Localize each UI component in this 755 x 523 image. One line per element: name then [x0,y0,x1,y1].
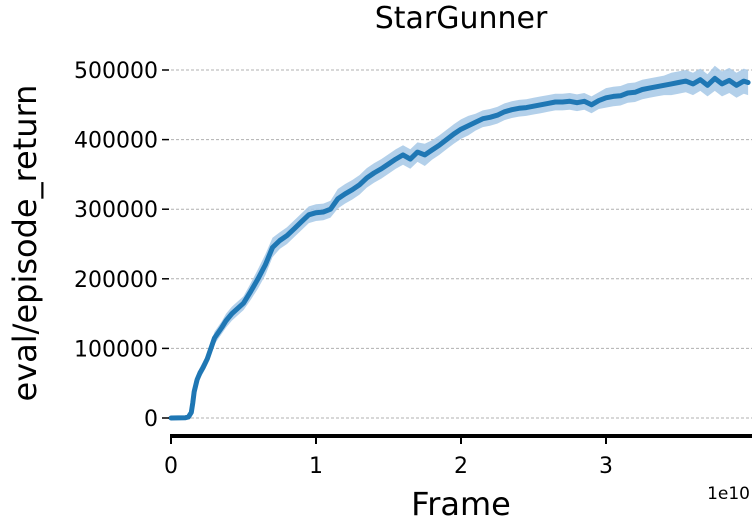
y-tick-label: 0 [144,407,158,432]
x-tick-label: 1 [309,454,323,479]
y-tick-label: 200000 [74,268,158,293]
x-tick-label: 0 [164,454,178,479]
series-line [168,75,751,421]
gridlines [171,69,752,419]
y-tick-label: 500000 [74,59,158,84]
y-tick-label: 300000 [74,198,158,223]
y-axis-label: eval/episode_return [6,85,44,402]
confidence-band [171,65,749,419]
y-tick-label: 400000 [74,129,158,154]
y-tick-labels: 0 100000 200000 300000 400000 500000 [74,59,169,432]
chart-title: StarGunner [375,1,548,36]
y-tick-label: 100000 [74,337,158,362]
x-tick-label: 3 [599,454,613,479]
x-tick-label: 2 [454,454,468,479]
x-tick-labels: 0 1 2 3 [164,436,613,479]
x-axis-offset-label: 1e10 [707,484,750,504]
x-axis-label: Frame [411,485,511,523]
